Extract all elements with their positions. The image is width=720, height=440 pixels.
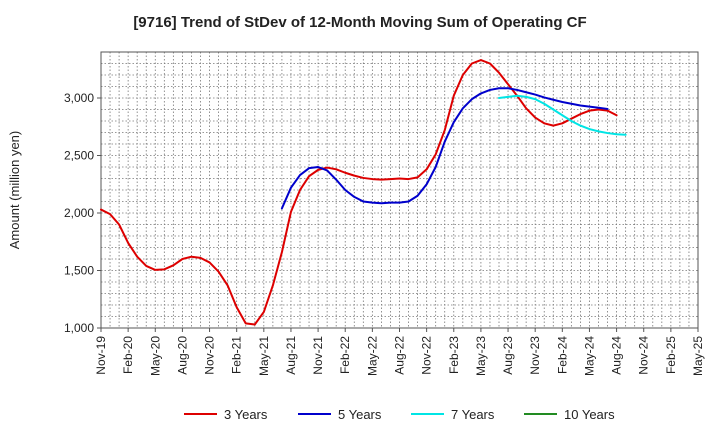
x-tick-label: Nov-24: [637, 336, 651, 375]
y-tick-label: 1,500: [64, 264, 94, 278]
x-tick-label: Aug-21: [284, 336, 298, 375]
x-tick-label: Feb-21: [230, 336, 244, 374]
x-tick-label: Nov-21: [311, 336, 325, 375]
y-tick-label: 2,000: [64, 206, 94, 220]
series-line-5-years: [280, 87, 609, 210]
x-tick-label: Feb-25: [664, 336, 678, 374]
x-tick-label: Aug-20: [175, 336, 189, 375]
x-tick-label: Feb-23: [447, 336, 461, 374]
x-tick-label: May-21: [257, 336, 271, 376]
series-line-3-years: [100, 59, 618, 326]
legend-label-5-years: 5 Years: [338, 407, 382, 422]
x-tick-label: Aug-22: [393, 336, 407, 375]
x-tick-label: May-24: [582, 336, 596, 376]
legend-label-7-years: 7 Years: [451, 407, 495, 422]
x-tick-label: Nov-22: [420, 336, 434, 375]
y-axis: 1,000 1,500 2,000 2,500 3,000: [64, 91, 101, 335]
legend-label-10-years: 10 Years: [564, 407, 615, 422]
legend: 3 Years 5 Years 7 Years 10 Years: [184, 407, 615, 422]
x-tick-label: Nov-23: [528, 336, 542, 375]
chart-title: [9716] Trend of StDev of 12-Month Moving…: [133, 14, 587, 31]
series-lines: [100, 59, 627, 326]
grid-lines: [101, 52, 698, 328]
legend-label-3-years: 3 Years: [224, 407, 268, 422]
x-tick-label: Nov-20: [203, 336, 217, 375]
x-tick-label: Feb-24: [555, 336, 569, 374]
x-tick-label: Feb-20: [121, 336, 135, 374]
x-tick-label: Aug-23: [501, 336, 515, 375]
y-tick-label: 2,500: [64, 149, 94, 163]
x-axis: Nov-19 Feb-20 May-20 Aug-20 Nov-20 Feb-21 May-…: [94, 328, 705, 376]
y-tick-label: 3,000: [64, 91, 94, 105]
x-tick-label: May-25: [691, 336, 705, 376]
y-axis-title: Amount (million yen): [7, 131, 22, 250]
x-tick-label: Feb-22: [338, 336, 352, 374]
x-tick-label: May-22: [365, 336, 379, 376]
x-tick-label: May-20: [148, 336, 162, 376]
x-tick-label: May-23: [474, 336, 488, 376]
x-tick-label: Aug-24: [610, 336, 624, 375]
x-tick-label: Nov-19: [94, 336, 108, 375]
series-line-7-years: [498, 94, 627, 136]
y-tick-label: 1,000: [64, 321, 94, 335]
